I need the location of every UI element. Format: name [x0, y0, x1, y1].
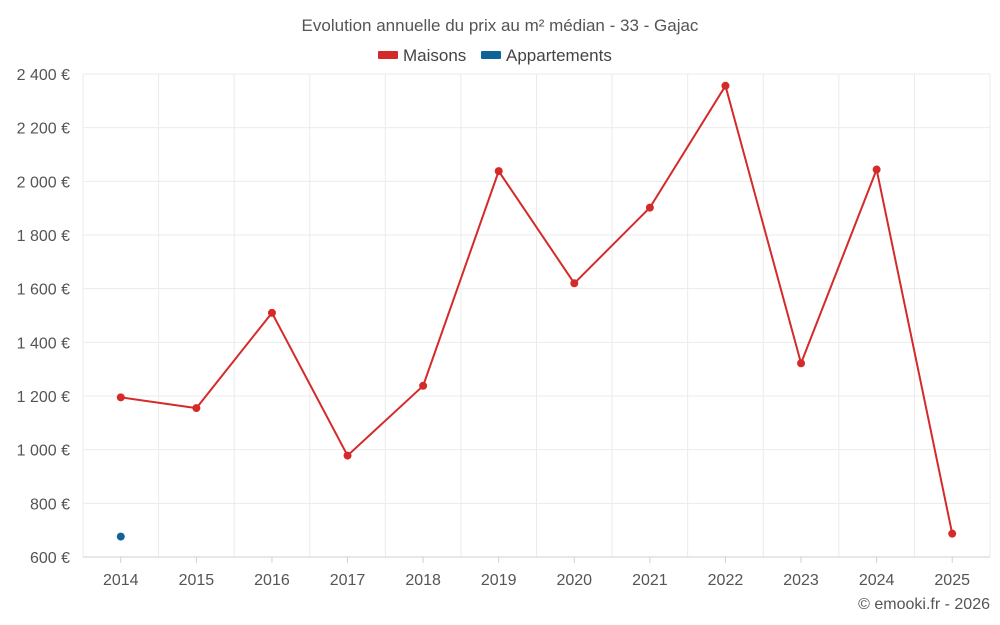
credit-text: © emooki.fr - 2026: [858, 596, 990, 613]
x-tick-label: 2017: [330, 572, 366, 589]
data-point-maisons[interactable]: [797, 359, 806, 368]
data-point-maisons[interactable]: [343, 451, 352, 460]
x-tick-label: 2021: [632, 572, 668, 589]
x-tick-label: 2022: [708, 572, 744, 589]
y-tick-label: 800 €: [30, 496, 70, 513]
legend-item-maisons[interactable]: Maisons: [378, 46, 466, 65]
x-tick-label: 2018: [405, 572, 441, 589]
x-tick-label: 2023: [783, 572, 819, 589]
data-point-maisons[interactable]: [570, 279, 579, 288]
x-gridlines: [82, 74, 991, 557]
x-tick-label: 2019: [481, 572, 517, 589]
x-tick-label: 2024: [859, 572, 895, 589]
y-tick-label: 2 000 €: [17, 174, 70, 191]
legend-label-maisons: Maisons: [403, 46, 466, 65]
y-axis: 600 € 800 € 1 000 € 1 200 € 1 400 € 1 600 € 1 …: [17, 67, 70, 567]
legend-label-appartements: Appartements: [506, 46, 612, 65]
y-tick-label: 1 200 €: [17, 389, 70, 406]
y-tick-label: 600 €: [30, 550, 70, 567]
series-line-maisons: [120, 84, 954, 534]
data-point-maisons[interactable]: [948, 529, 957, 538]
chart-title: Evolution annuelle du prix au m² médian …: [302, 16, 699, 35]
x-tick-label: 2025: [934, 572, 970, 589]
data-point-maisons[interactable]: [494, 167, 503, 176]
x-axis: 2014 2015 2016 2017 2018 2019 2020 2021 2022 2023…: [83, 556, 990, 589]
x-tick-label: 2015: [179, 572, 215, 589]
data-point-appartements[interactable]: [116, 532, 125, 541]
x-tick-label: 2014: [103, 572, 139, 589]
legend-swatch-maisons: [378, 51, 398, 59]
data-point-maisons[interactable]: [721, 81, 730, 90]
legend-item-appartements[interactable]: Appartements: [481, 46, 612, 65]
y-tick-label: 1 000 €: [17, 443, 70, 460]
x-tick-label: 2016: [254, 572, 290, 589]
legend: Maisons Appartements: [378, 46, 612, 65]
data-point-maisons[interactable]: [192, 404, 201, 413]
data-point-maisons[interactable]: [645, 203, 654, 212]
data-point-maisons[interactable]: [267, 308, 276, 317]
x-tick-label: 2020: [556, 572, 592, 589]
y-tick-label: 1 400 €: [17, 335, 70, 352]
series-layer: [116, 81, 957, 541]
legend-swatch-appartements: [481, 51, 501, 59]
data-point-maisons[interactable]: [419, 381, 428, 390]
y-tick-label: 2 200 €: [17, 121, 70, 138]
y-tick-label: 1 800 €: [17, 228, 70, 245]
y-tick-label: 2 400 €: [17, 67, 70, 84]
data-point-maisons[interactable]: [872, 165, 881, 174]
data-point-maisons[interactable]: [116, 393, 125, 402]
y-tick-label: 1 600 €: [17, 282, 70, 299]
